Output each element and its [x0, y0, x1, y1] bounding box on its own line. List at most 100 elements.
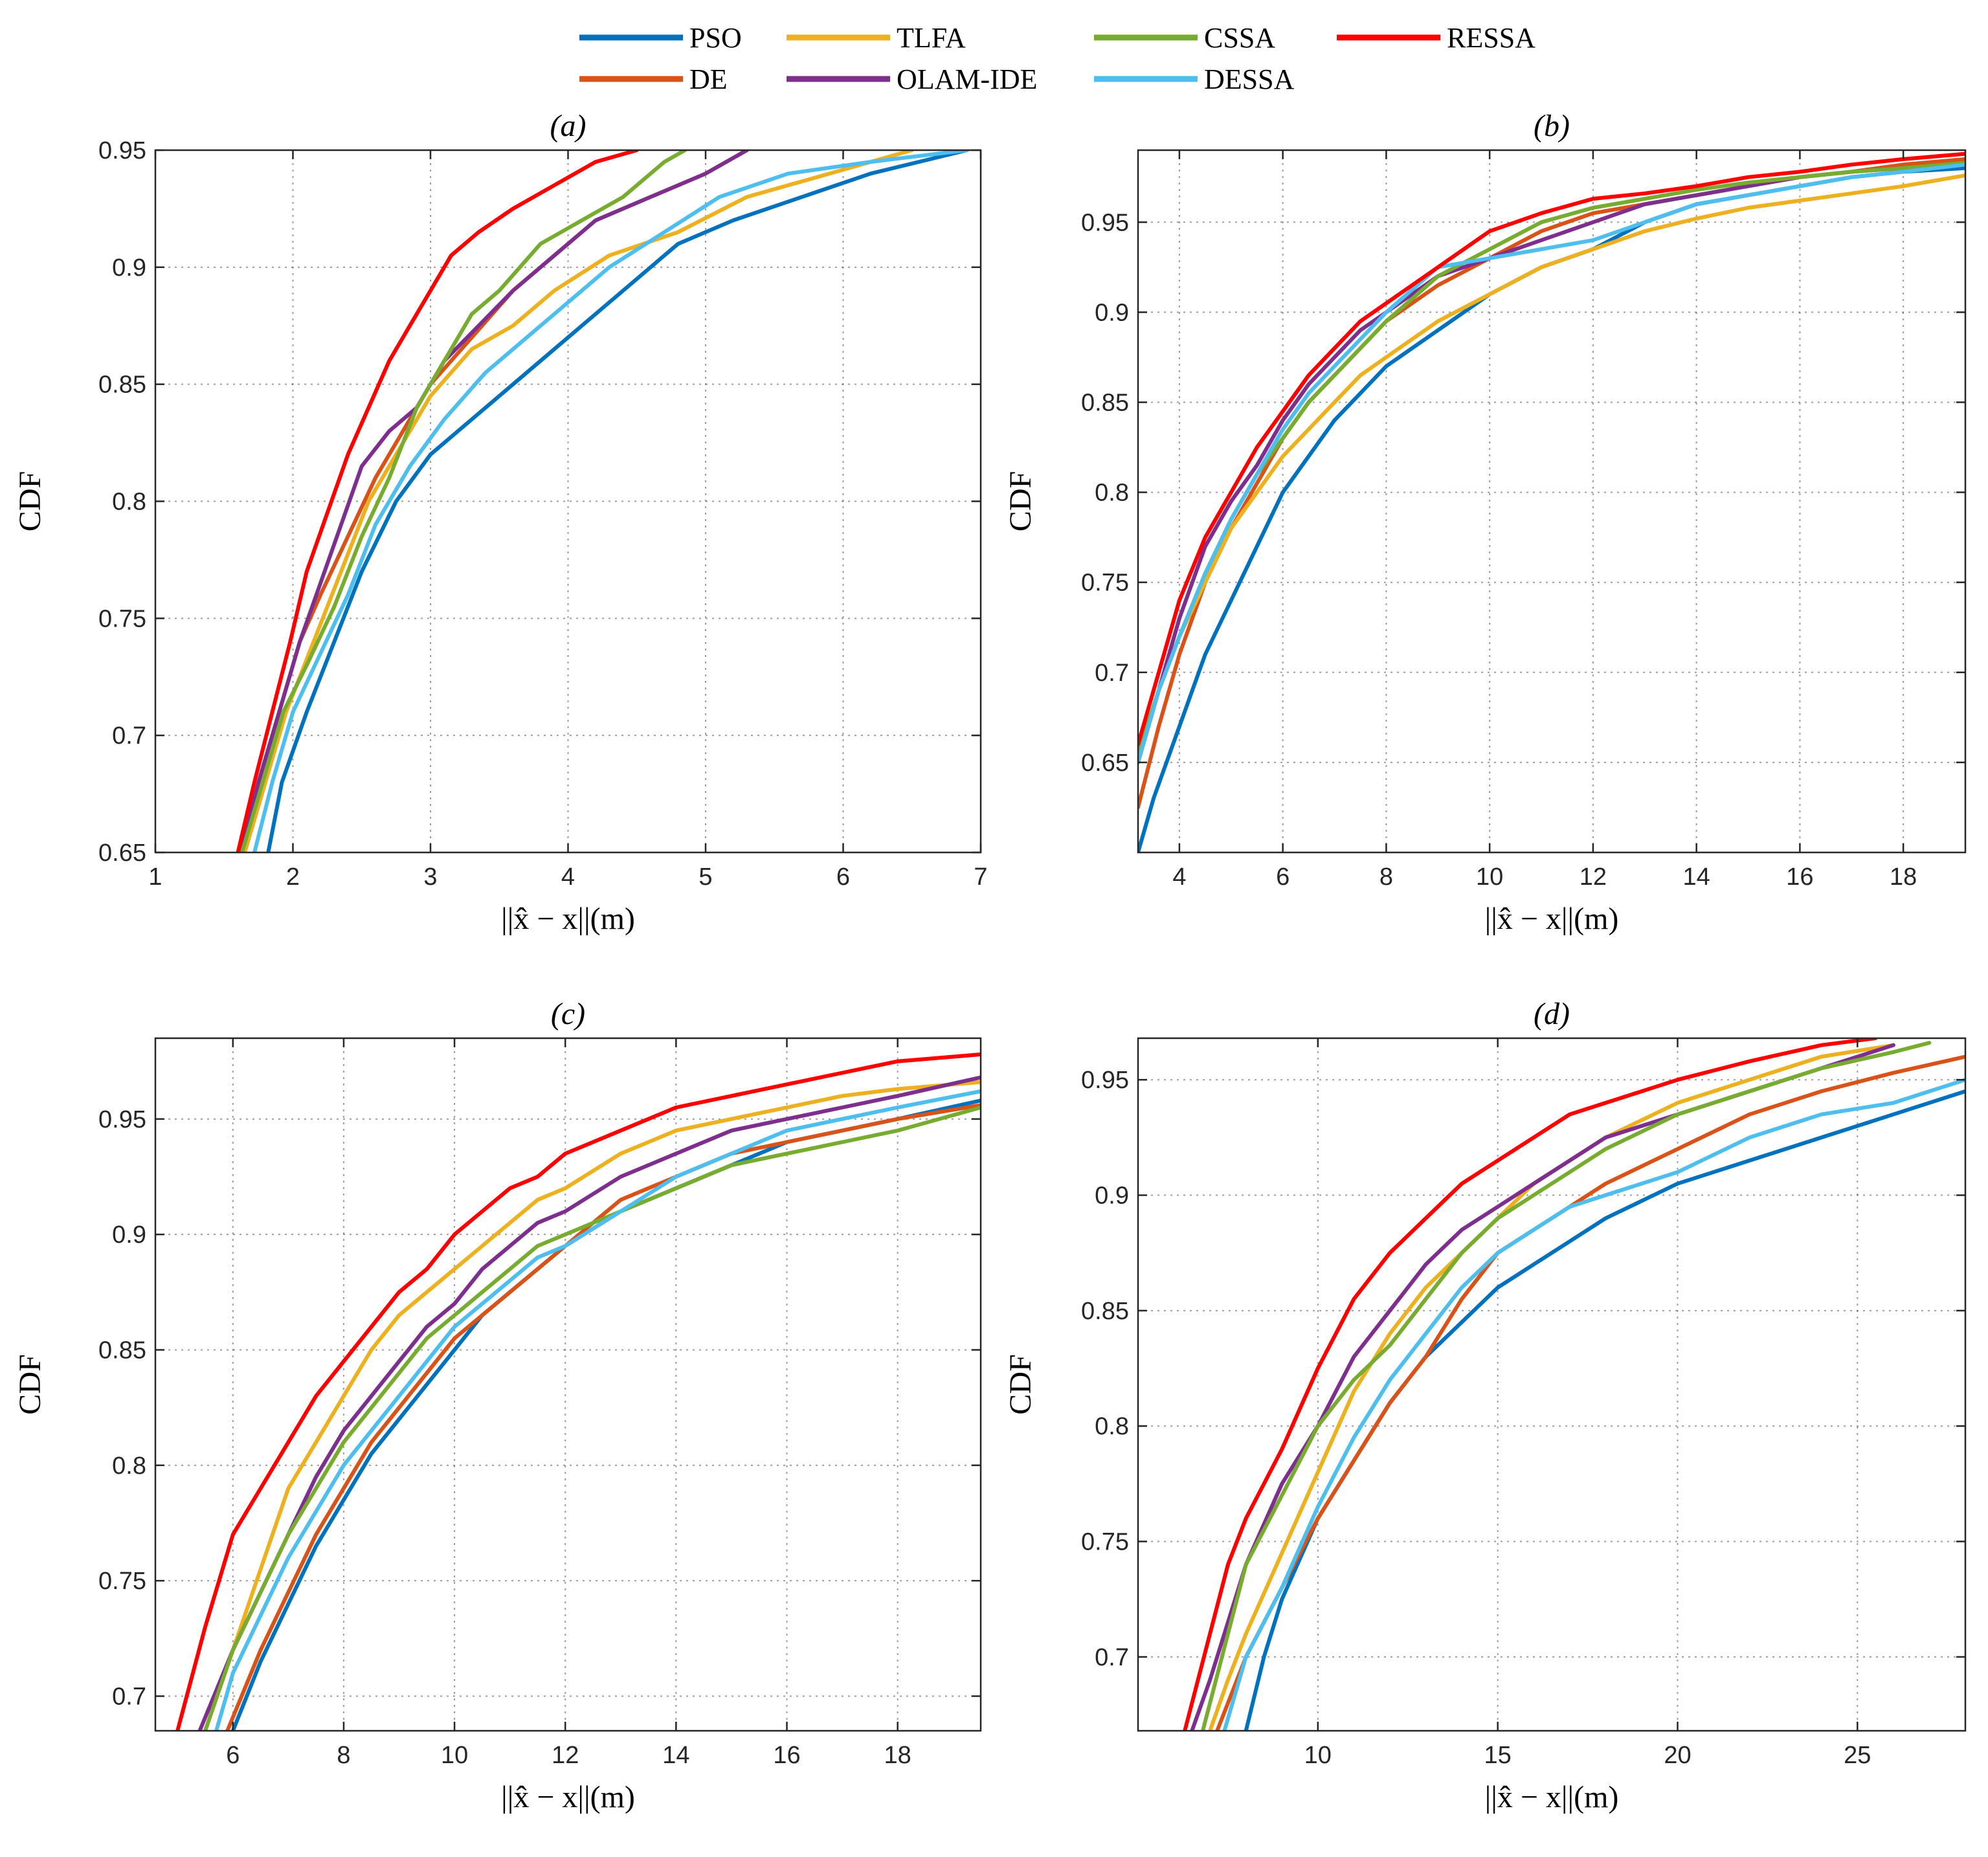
- legend-label: PSO: [689, 22, 742, 54]
- panel-title: (b): [1534, 109, 1570, 143]
- y-tick-label: 0.7: [1095, 1644, 1129, 1671]
- y-tick-label: 0.8: [112, 1452, 146, 1480]
- y-tick-label: 0.85: [1081, 1298, 1129, 1325]
- legend-label: TLFA: [897, 22, 966, 54]
- x-tick-label: 20: [1664, 1742, 1691, 1769]
- series-line-tlfa: [203, 1080, 981, 1731]
- axes-box: [154, 1037, 982, 1732]
- x-tick-label: 18: [1890, 863, 1917, 891]
- legend-item-pso: PSO: [579, 22, 742, 54]
- series-line-tlfa: [1138, 173, 1965, 764]
- y-tick-label: 0.95: [1081, 1067, 1129, 1094]
- y-tick-label: 0.65: [98, 840, 146, 867]
- grid: [155, 150, 981, 852]
- y-tick-label: 0.7: [112, 722, 146, 750]
- series-line-dessa: [252, 150, 969, 852]
- y-axis-label: CDF: [13, 471, 47, 531]
- y-tick-label: 0.9: [1095, 299, 1129, 326]
- chart-panel-a: 1 2 3 4 5 6 7 0.65 0.7 0.75 0.8 0.85 0.9 0.95 (a) ||x̂ …: [13, 109, 988, 936]
- legend: PSO TLFA CSSA RESSA DE OLAM-IDE DESSA: [579, 22, 1536, 95]
- y-axis-label: CDF: [1003, 1354, 1038, 1414]
- x-tick-label: 10: [1304, 1742, 1332, 1769]
- y-tick-label: 0.7: [112, 1684, 146, 1711]
- x-tick-label: 8: [1379, 863, 1393, 891]
- legend-label: DESSA: [1204, 63, 1295, 95]
- plot-area: [1138, 150, 1965, 852]
- x-tick-label: 1: [148, 863, 162, 891]
- y-tick-label: 0.75: [1081, 570, 1129, 597]
- y-tick-label: 0.9: [112, 254, 146, 282]
- series-line-dessa: [1222, 1078, 1965, 1731]
- series-line-cssa: [240, 150, 687, 852]
- series-group: [236, 150, 969, 852]
- y-tick-label: 0.85: [1081, 389, 1129, 416]
- y-tick-label: 0.85: [98, 372, 146, 399]
- x-tick-label: 4: [561, 863, 575, 891]
- axes-box: [1137, 1037, 1967, 1732]
- legend-item-cssa: CSSA: [1094, 22, 1275, 54]
- y-tick-label: 0.85: [98, 1337, 146, 1364]
- series-line-pso: [266, 150, 969, 852]
- series-line-dessa: [214, 1089, 981, 1731]
- x-tick-label: 14: [1683, 863, 1710, 891]
- x-tick-label: 6: [1276, 863, 1290, 891]
- x-tick-label: 15: [1484, 1742, 1512, 1769]
- x-tick-label: 16: [1786, 863, 1813, 891]
- y-tick-label: 0.95: [98, 137, 146, 164]
- y-tick-label: 0.7: [1095, 660, 1129, 687]
- y-tick-label: 0.75: [98, 605, 146, 632]
- x-tick-label: 18: [884, 1742, 911, 1769]
- grid: [1138, 150, 1965, 852]
- x-tick-label: 4: [1172, 863, 1186, 891]
- x-tick-label: 7: [974, 863, 987, 891]
- y-tick-label: 0.75: [1081, 1529, 1129, 1556]
- x-tick-label: 6: [836, 863, 850, 891]
- legend-item-ressa: RESSA: [1337, 22, 1536, 54]
- series-group: [1138, 151, 1965, 852]
- legend-item-tlfa: TLFA: [787, 22, 966, 54]
- series-group: [1183, 1038, 1965, 1731]
- axes-box: [1137, 149, 1967, 854]
- panel-title: (d): [1534, 997, 1570, 1031]
- series-line-dessa: [1138, 162, 1965, 764]
- y-axis-label: CDF: [13, 1354, 47, 1414]
- grid: [1138, 1038, 1965, 1731]
- y-tick-label: 0.8: [1095, 1413, 1129, 1440]
- y-tick-label: 0.65: [1081, 750, 1129, 777]
- series-line-ressa: [1138, 151, 1965, 747]
- plot-area: [155, 150, 981, 852]
- panel-title: (a): [550, 109, 586, 143]
- chart-panel-c: 6 8 10 12 14 16 18 0.7 0.75 0.8 0.85 0.9 0.95 (c) ||x̂…: [13, 997, 982, 1814]
- y-axis-label: CDF: [1003, 471, 1038, 531]
- panel-title: (c): [551, 997, 585, 1031]
- series-line-olam-ide: [197, 1075, 981, 1731]
- x-axis-label: ||x̂ − x||(m): [501, 902, 635, 936]
- legend-label: DE: [689, 63, 728, 95]
- series-line-ressa: [236, 150, 639, 852]
- series-group: [175, 1052, 981, 1731]
- y-tick-label: 0.8: [1095, 480, 1129, 507]
- x-axis-label: ||x̂ − x||(m): [501, 1780, 635, 1814]
- x-tick-label: 12: [1580, 863, 1607, 891]
- chart-panel-d: 10 15 20 25 0.7 0.75 0.8 0.85 0.9 0.95 (d) ||x̂ − x…: [1003, 997, 1967, 1814]
- x-tick-label: 2: [286, 863, 300, 891]
- series-line-ressa: [1183, 1038, 1878, 1731]
- x-tick-label: 12: [552, 1742, 579, 1769]
- legend-label: CSSA: [1204, 22, 1275, 54]
- legend-item-olam-ide: OLAM-IDE: [787, 63, 1038, 95]
- series-line-cssa: [1201, 1041, 1932, 1731]
- series-line-cssa: [203, 1106, 981, 1731]
- x-tick-label: 14: [662, 1742, 689, 1769]
- legend-item-dessa: DESSA: [1094, 63, 1295, 95]
- x-tick-label: 16: [773, 1742, 800, 1769]
- x-tick-label: 3: [423, 863, 437, 891]
- x-tick-label: 10: [441, 1742, 468, 1769]
- series-line-de: [225, 1103, 981, 1731]
- y-tick-label: 0.95: [1081, 209, 1129, 236]
- x-tick-label: 5: [698, 863, 712, 891]
- chart-panels: 1 2 3 4 5 6 70.650.70.750.80.850.90.95(a)||x̂ …: [13, 109, 1967, 1814]
- x-tick-label: 8: [337, 1742, 350, 1769]
- x-axis-label: ||x̂ − x||(m): [1485, 902, 1619, 936]
- y-tick-label: 0.75: [98, 1568, 146, 1595]
